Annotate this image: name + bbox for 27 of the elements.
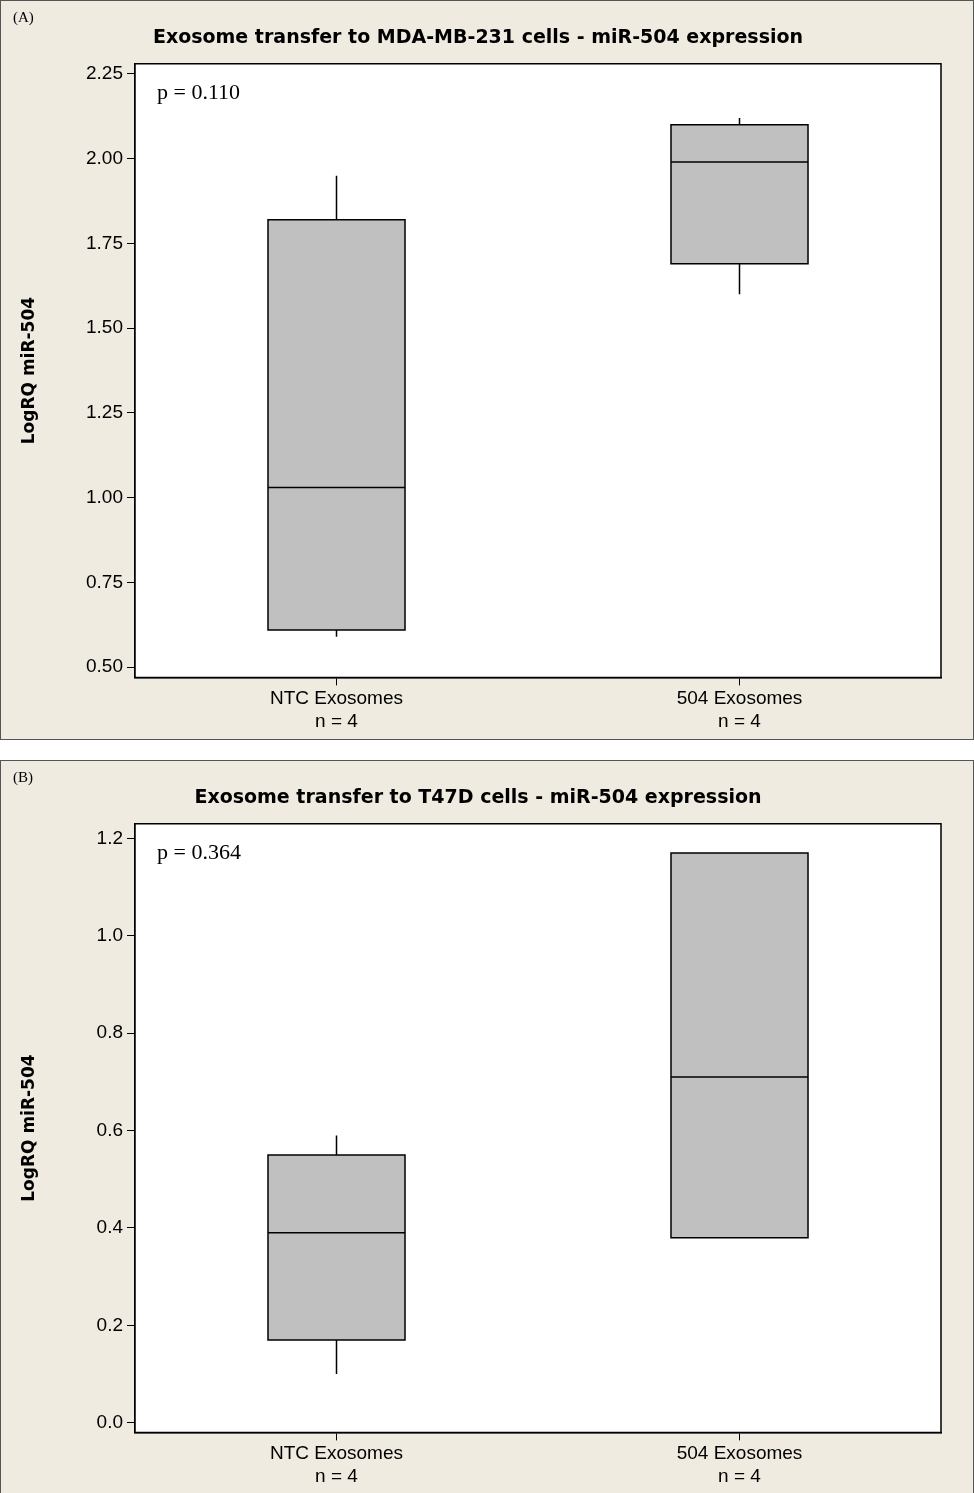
y-tick-label: 0.0 xyxy=(96,1410,123,1432)
chart-title: Exosome transfer to T47D cells - miR-504 expression xyxy=(194,785,762,808)
chart-title: Exosome transfer to MDA-MB-231 cells - miR-504 expression xyxy=(152,25,804,48)
y-tick-label: 1.2 xyxy=(96,826,123,848)
y-tick-label: 2.00 xyxy=(86,146,123,168)
x-tick-label: NTC Exosomes n = 4 xyxy=(269,687,404,731)
y-tick-label: 0.4 xyxy=(96,1216,124,1238)
y-axis-title: LogRQ miR-504 xyxy=(17,296,38,445)
y-tick-label: 1.25 xyxy=(86,401,123,423)
y-tick-label: 2.25 xyxy=(86,62,123,84)
y-tick-label: 1.0 xyxy=(96,924,123,946)
text: (A) xyxy=(13,9,34,26)
x-tick-label: 504 Exosomes n = 4 xyxy=(676,1442,803,1486)
annotation: p = 0.110 xyxy=(157,78,241,104)
y-tick-label: 0.8 xyxy=(96,1021,123,1043)
annotation: p = 0.364 xyxy=(157,838,241,864)
y-tick-label: 1.00 xyxy=(86,485,123,507)
y-tick-label: 1.50 xyxy=(86,316,123,338)
x-tick-label: NTC Exosomes n = 4 xyxy=(269,1442,404,1486)
text: (B) xyxy=(13,769,33,786)
y-tick-label: 0.2 xyxy=(96,1313,123,1335)
y-axis-title: LogRQ miR-504 xyxy=(17,1054,38,1202)
x-tick-label: 504 Exosomes n = 4 xyxy=(676,687,803,731)
y-tick-label: 0.50 xyxy=(86,655,123,677)
y-tick-label: 0.75 xyxy=(86,570,123,592)
y-tick-label: 0.6 xyxy=(96,1118,123,1140)
y-tick-label: 1.75 xyxy=(86,231,123,253)
